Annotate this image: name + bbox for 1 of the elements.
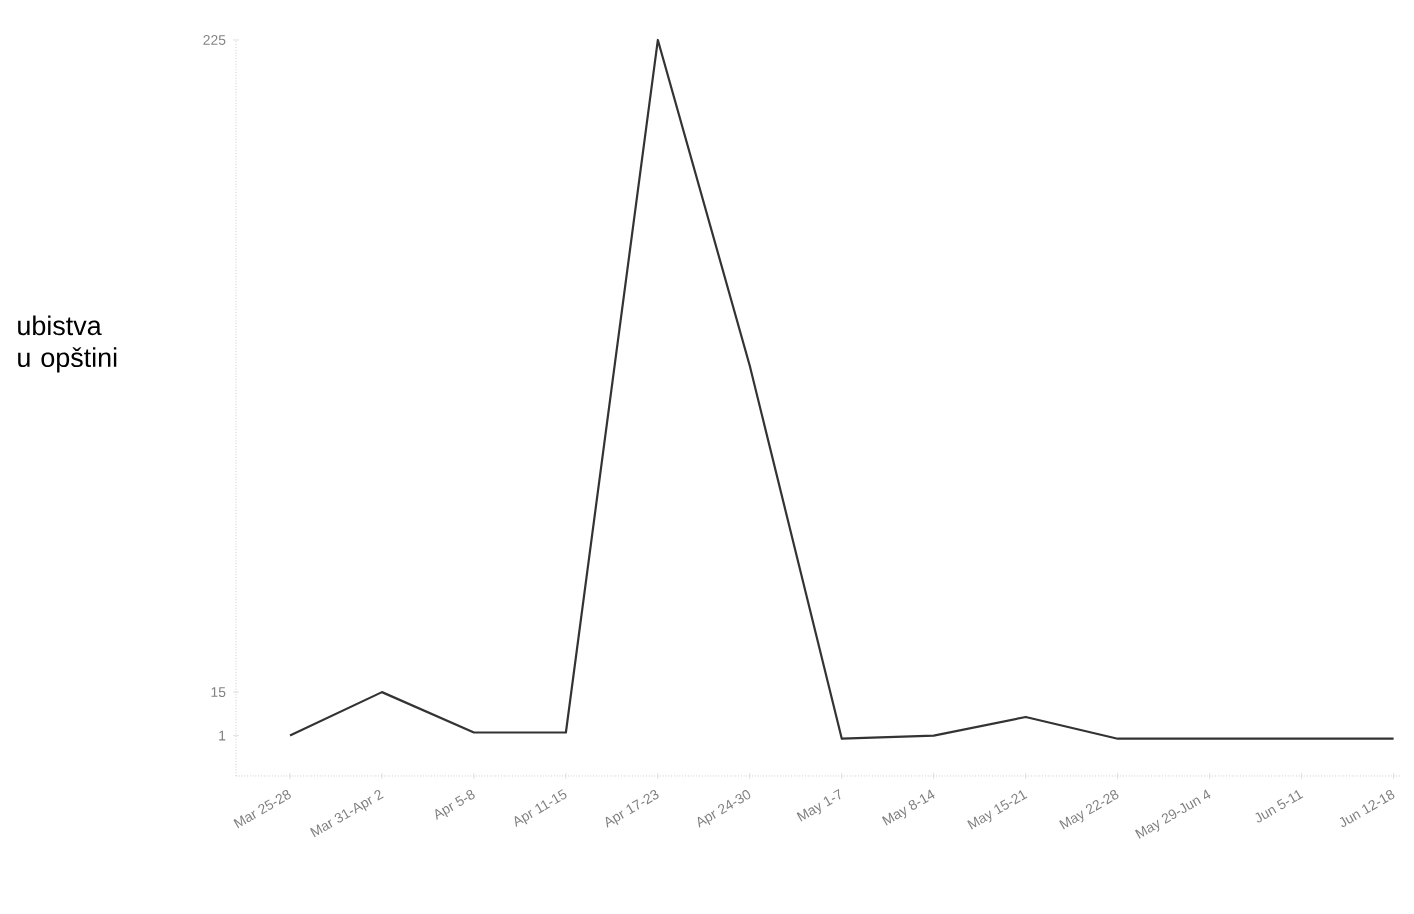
y-axis-title: ubistva u opštini	[18, 315, 117, 373]
